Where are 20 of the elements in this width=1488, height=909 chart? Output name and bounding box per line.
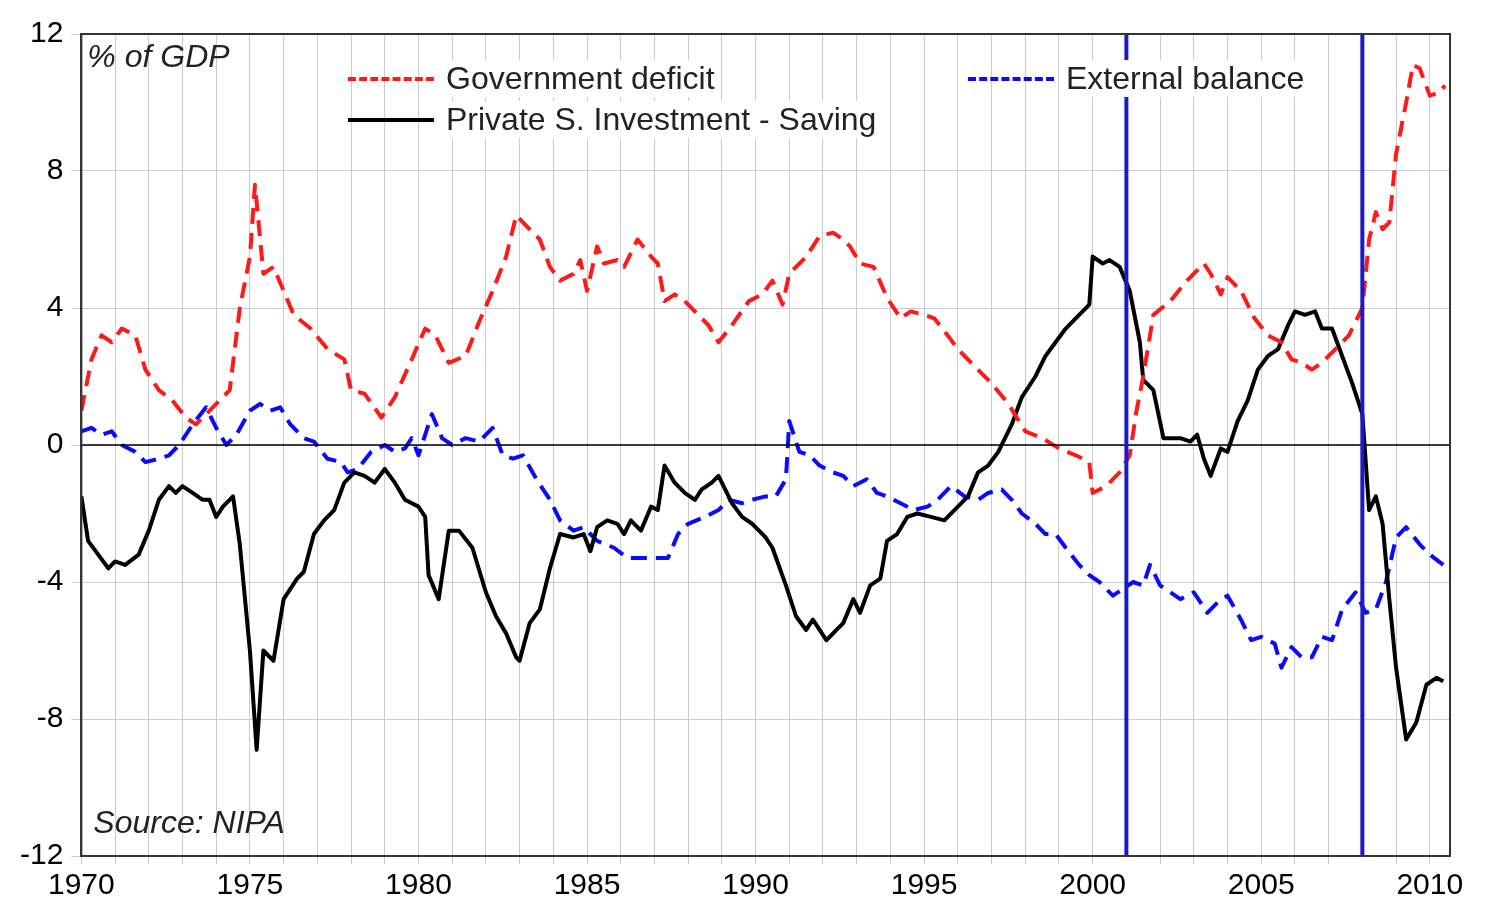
y-tick-label: 0 (46, 426, 64, 460)
x-tick-label: 2005 (1227, 867, 1295, 901)
x-tick-label: 2010 (1396, 867, 1464, 901)
y-tick-label: 12 (29, 15, 64, 49)
x-tick-label: 1990 (722, 867, 789, 901)
y-tick-label: 8 (46, 152, 64, 186)
annotation: % of GDP (87, 37, 231, 74)
x-tick-label: 1995 (890, 867, 958, 901)
y-tick-label: -8 (36, 700, 64, 734)
x-tick-label: 1985 (553, 867, 621, 901)
x-tick-label: 1975 (216, 867, 284, 901)
line-series (81, 401, 1446, 670)
legend-label: External balance (1066, 60, 1305, 97)
annotation: Source: NIPA (93, 803, 285, 840)
legend-label: Government deficit (446, 60, 715, 97)
x-tick-label: 1980 (385, 867, 452, 901)
y-tick-label: -4 (36, 563, 64, 597)
x-tick-label: 2000 (1059, 867, 1127, 901)
y-tick-label: 4 (46, 289, 64, 323)
legend-label: Private S. Investment - Saving (446, 101, 877, 138)
